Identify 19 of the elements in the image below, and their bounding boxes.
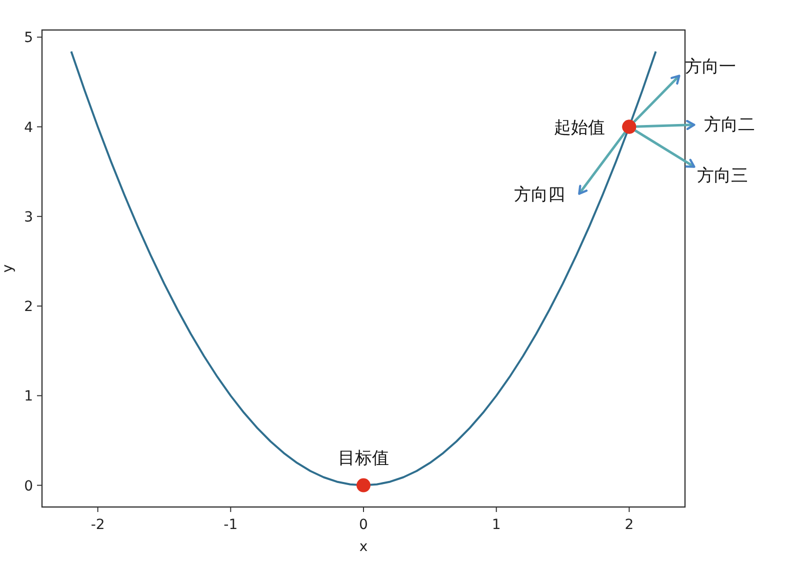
text: 方向三 — [697, 166, 748, 186]
x-tick-label: -1 — [224, 517, 238, 533]
x-tick-label: 2 — [624, 517, 634, 533]
y-tick-label: 0 — [24, 478, 33, 494]
y-tick-label: 1 — [24, 388, 33, 405]
y-tick-label: 5 — [24, 30, 33, 46]
text: 方向二 — [704, 114, 756, 135]
y-axis-title: y — [0, 264, 16, 273]
annotation: 起始值 — [554, 118, 606, 138]
annotation: 方向四 — [514, 184, 566, 205]
text: 方向一 — [685, 56, 736, 77]
x-tick-label: 1 — [492, 517, 501, 533]
annotation: 目标值 — [338, 448, 389, 468]
x-axis-title: x — [359, 539, 368, 555]
y-tick-label: 4 — [24, 120, 34, 136]
x-tick-label: -2 — [90, 517, 105, 533]
y-tick-label: 2 — [24, 299, 33, 316]
y-tick-label: 3 — [24, 209, 33, 226]
x-tick-label: 0 — [359, 517, 368, 533]
